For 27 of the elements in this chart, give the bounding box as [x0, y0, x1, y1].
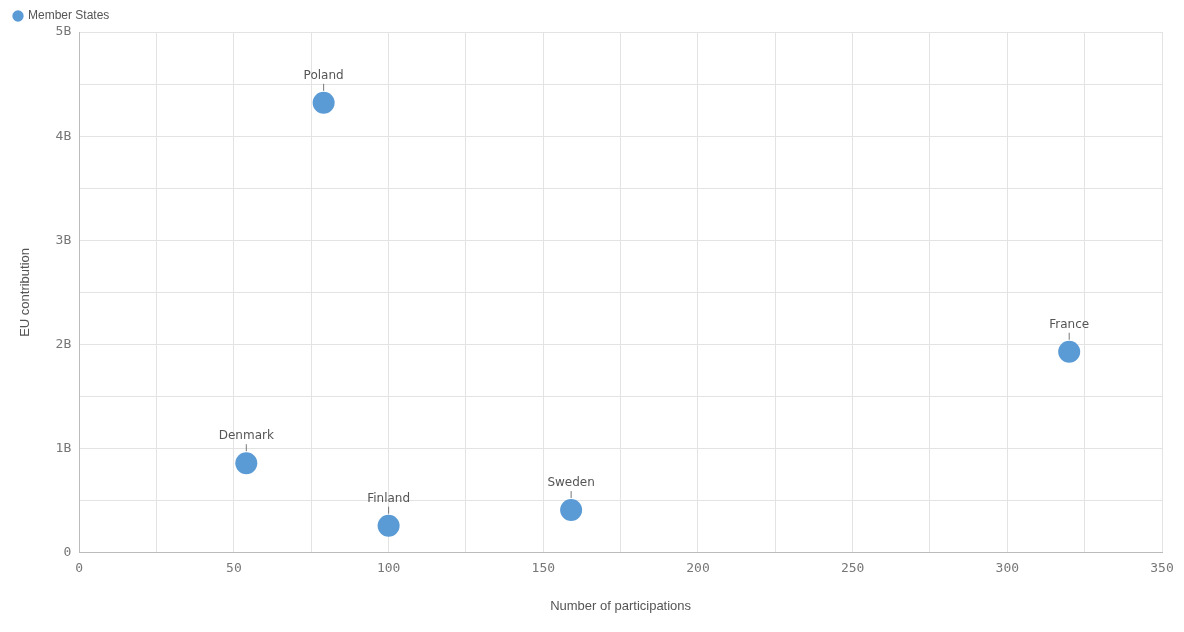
y-tick-label: 5B: [55, 23, 72, 39]
x-axis-title: Number of participations: [550, 597, 692, 613]
point: [377, 514, 400, 537]
x-tick-label: 250: [840, 559, 865, 575]
y-tick-label: 0: [63, 544, 72, 560]
x-tick-label: 50: [226, 559, 242, 575]
annotation: Poland: [303, 67, 344, 82]
annotation: France: [1049, 316, 1090, 331]
annotation: Sweden: [547, 475, 595, 490]
x-tick-label: 100: [376, 559, 401, 575]
point: [560, 499, 583, 522]
point: [235, 452, 258, 475]
legend-label: Member States: [28, 8, 110, 23]
y-tick-label: 3B: [55, 231, 72, 247]
annotation: Finland: [367, 490, 411, 505]
annotation: Denmark: [218, 428, 274, 443]
y-tick-label: 4B: [55, 127, 72, 143]
point: [1058, 340, 1081, 363]
x-tick-label: 200: [686, 559, 710, 575]
y-tick-label: 2B: [55, 335, 72, 351]
x-tick-label: 300: [995, 559, 1020, 575]
x-tick-label: 0: [75, 559, 84, 575]
x-tick-label: 150: [531, 559, 556, 575]
y-axis-title: EU contribution: [17, 247, 33, 337]
y-tick-label: 1B: [55, 440, 72, 456]
point: [312, 91, 335, 114]
x-tick-label: 350: [1150, 559, 1174, 575]
